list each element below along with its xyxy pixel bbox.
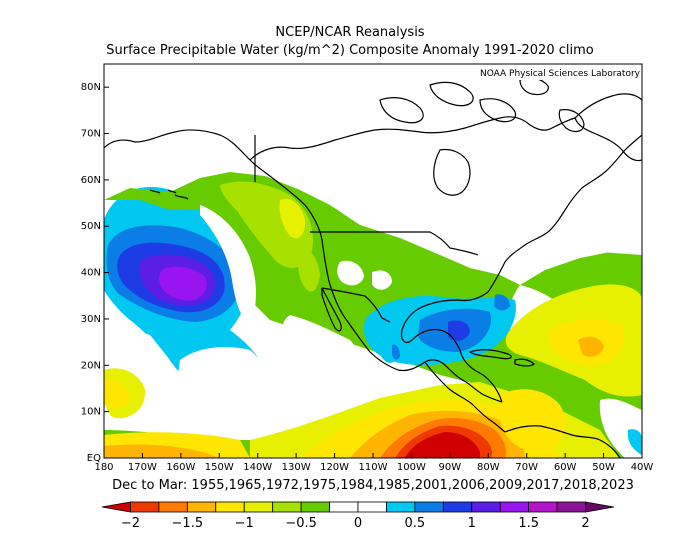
lon-tick-label: 140W: [243, 462, 272, 473]
colorbar-swatch: [414, 501, 444, 513]
greenland: [574, 93, 642, 162]
lat-tick-label: 40N: [81, 268, 101, 279]
lat-tick-label: 10N: [81, 407, 101, 418]
colorbar-label: 0: [354, 516, 362, 531]
colorbar-swatch: [499, 501, 530, 513]
lon-tick-label: 120W: [320, 462, 349, 473]
central-america: [424, 361, 506, 433]
coastlines: [104, 77, 642, 458]
gulf-coastline: [400, 291, 503, 403]
lon-tick-label: 80W: [477, 462, 500, 473]
lon-tick-label: 130W: [282, 462, 311, 473]
colorbar-label: −0.5: [285, 516, 317, 531]
colorbar-swatch: [329, 501, 359, 513]
canada-us-border: [310, 231, 479, 256]
colorbar-swatch: [243, 501, 274, 513]
lon-tick-label: 110W: [359, 462, 388, 473]
credit-label: NOAA Physical Sciences Laboratory: [480, 69, 641, 79]
lon-tick-label: 160W: [166, 462, 195, 473]
hudson-bay: [433, 148, 471, 196]
anomaly-region-west-pacific-yellow2: [104, 379, 130, 408]
lon-tick-label: 40W: [631, 462, 654, 473]
colorbar-label: −2: [121, 516, 140, 531]
colorbar-swatch: [158, 501, 188, 513]
colorbar-swatch: [101, 501, 131, 513]
anomaly-region-neutral-north: [104, 64, 642, 280]
baja-california: [321, 287, 342, 332]
lon-tick-label: 150W: [205, 462, 234, 473]
anomaly-region-ep-red: [405, 432, 480, 458]
credit-background: [460, 66, 640, 80]
lon-tick-label: 60W: [554, 462, 577, 473]
longitude-axis: 180 170W 160W 150W 140W 130W 120W 110W 100W 90W 80…: [94, 453, 653, 473]
anomaly-region-neutral-hawaii: [177, 347, 279, 440]
us-mexico-border: [321, 287, 391, 323]
colorbar-label: 2: [581, 516, 589, 531]
anomaly-region-atlantic-cyan-dot: [628, 429, 642, 455]
colorbar-swatch: [357, 501, 387, 513]
east-coastline: [487, 134, 642, 293]
arctic-coastline: [249, 116, 576, 161]
aleutians: [149, 189, 189, 200]
anomaly-region-southwest-yellow: [104, 432, 250, 458]
anomaly-region-florida-blue: [494, 294, 510, 311]
lat-tick-label: 30N: [81, 314, 101, 325]
colorbar-swatch: [300, 501, 330, 513]
lon-tick-label: 100W: [397, 462, 426, 473]
south-america-north: [504, 425, 621, 458]
lon-tick-label: 70W: [515, 462, 538, 473]
lat-tick-label: 50N: [81, 221, 101, 232]
colorbar-swatch: [442, 501, 473, 513]
colorbar-swatch: [528, 501, 558, 513]
anomaly-region-mexico-blue: [392, 344, 400, 360]
anomaly-region-neutral-mexico: [282, 315, 359, 370]
colorbar: −2 −1.5 −1 −0.5 0 0.5 1 1.5 2: [101, 501, 615, 531]
anomaly-region-neutral-plains: [337, 260, 364, 286]
anomaly-region-atlantic-orange: [578, 336, 604, 357]
colorbar-label: −1: [235, 516, 254, 531]
lat-tick-label: EQ: [87, 453, 101, 464]
lat-tick-label: 20N: [81, 360, 101, 371]
anomaly-region-central-yellow-green-2: [279, 198, 306, 239]
arctic-islands: [379, 77, 585, 133]
colorbar-label: −1.5: [172, 516, 204, 531]
hispaniola: [514, 358, 535, 367]
anomaly-region-neutral-plains-2: [372, 270, 392, 290]
anomaly-field: [104, 64, 642, 458]
lon-tick-label: 170W: [128, 462, 157, 473]
lon-tick-label: 50W: [592, 462, 615, 473]
map-title: NCEP/NCAR Reanalysis: [275, 25, 425, 40]
map-subtitle: Surface Precipitable Water (kg/m^2) Comp…: [106, 43, 594, 58]
colorbar-label: 0.5: [405, 516, 426, 531]
colorbar-swatch: [556, 501, 586, 513]
colorbar-swatch: [585, 501, 615, 513]
colorbar-swatch: [186, 501, 217, 513]
anomaly-region-gulf-indigo: [448, 320, 470, 341]
lat-tick-label: 80N: [81, 82, 101, 93]
lon-tick-label: 180: [94, 462, 113, 473]
colorbar-swatch: [471, 501, 501, 513]
lat-tick-label: 70N: [81, 129, 101, 140]
colorbar-swatch: [130, 501, 160, 513]
colorbar-swatch: [386, 501, 416, 513]
anomaly-region-pacific-core: [159, 266, 207, 301]
colorbar-label: 1: [468, 516, 476, 531]
north-america-coastline: [104, 129, 503, 403]
colorbar-swatch: [215, 501, 245, 513]
lat-tick-label: 60N: [81, 175, 101, 186]
anomaly-region-west-us-yellow: [297, 249, 320, 292]
composite-years-caption: Dec to Mar: 1955,1965,1972,1975,1984,198…: [112, 478, 634, 493]
anomaly-region-neutral-pacific-gap: [200, 205, 256, 325]
colorbar-label: 1.5: [518, 516, 539, 531]
anomaly-region-caribbean-yellow: [498, 389, 566, 452]
cuba: [468, 349, 512, 360]
lon-tick-label: 90W: [439, 462, 462, 473]
colorbar-swatch: [272, 501, 302, 513]
latitude-axis: EQ 10N 20N 30N 40N 50N 60N 70N 80N: [81, 82, 109, 464]
